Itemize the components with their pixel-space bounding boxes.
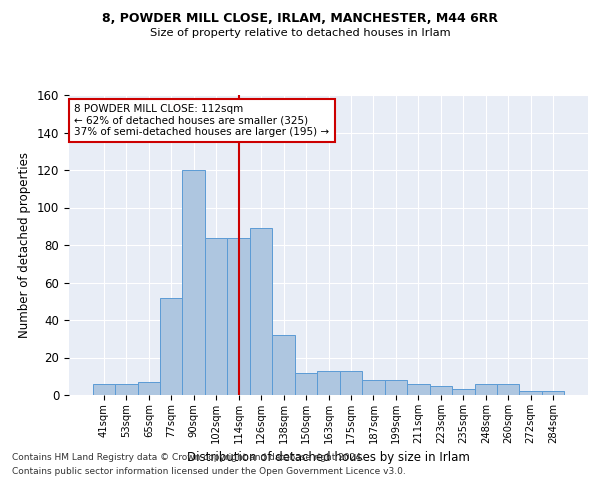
Text: Size of property relative to detached houses in Irlam: Size of property relative to detached ho… bbox=[149, 28, 451, 38]
Bar bbox=[250, 228, 272, 395]
Bar bbox=[137, 382, 160, 395]
Text: 8 POWDER MILL CLOSE: 112sqm
← 62% of detached houses are smaller (325)
37% of se: 8 POWDER MILL CLOSE: 112sqm ← 62% of det… bbox=[74, 104, 329, 137]
Bar bbox=[205, 238, 227, 395]
Text: 8, POWDER MILL CLOSE, IRLAM, MANCHESTER, M44 6RR: 8, POWDER MILL CLOSE, IRLAM, MANCHESTER,… bbox=[102, 12, 498, 26]
Bar bbox=[340, 370, 362, 395]
Bar bbox=[452, 390, 475, 395]
Bar bbox=[520, 391, 542, 395]
Bar bbox=[542, 391, 565, 395]
Bar bbox=[317, 370, 340, 395]
Bar bbox=[295, 372, 317, 395]
Text: Contains HM Land Registry data © Crown copyright and database right 2024.: Contains HM Land Registry data © Crown c… bbox=[12, 454, 364, 462]
Bar bbox=[272, 335, 295, 395]
X-axis label: Distribution of detached houses by size in Irlam: Distribution of detached houses by size … bbox=[187, 452, 470, 464]
Y-axis label: Number of detached properties: Number of detached properties bbox=[19, 152, 31, 338]
Text: Contains public sector information licensed under the Open Government Licence v3: Contains public sector information licen… bbox=[12, 467, 406, 476]
Bar bbox=[475, 384, 497, 395]
Bar bbox=[385, 380, 407, 395]
Bar bbox=[430, 386, 452, 395]
Bar bbox=[115, 384, 137, 395]
Bar bbox=[182, 170, 205, 395]
Bar bbox=[362, 380, 385, 395]
Bar bbox=[92, 384, 115, 395]
Bar bbox=[497, 384, 520, 395]
Bar bbox=[407, 384, 430, 395]
Bar bbox=[160, 298, 182, 395]
Bar bbox=[227, 238, 250, 395]
